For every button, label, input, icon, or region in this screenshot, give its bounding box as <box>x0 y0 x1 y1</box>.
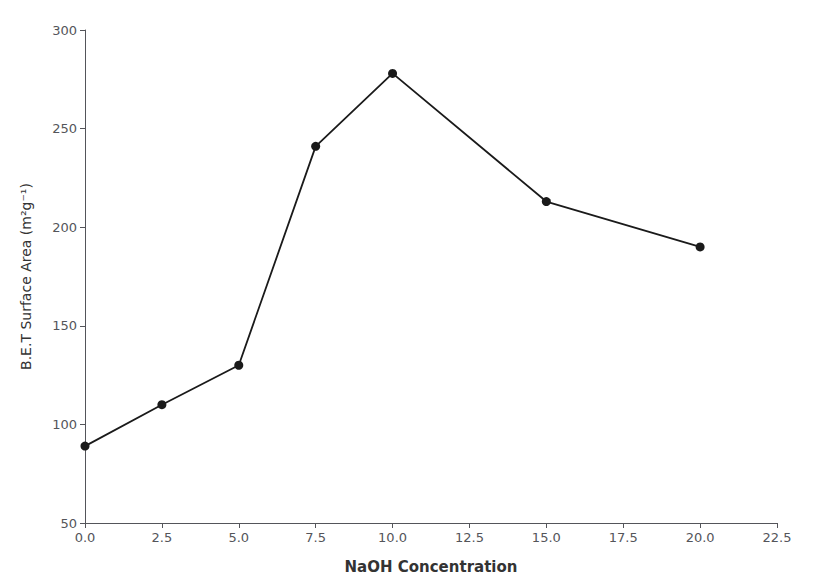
svg-text:300: 300 <box>52 23 77 38</box>
svg-text:250: 250 <box>52 121 77 136</box>
svg-text:NaOH Concentration: NaOH Concentration <box>345 558 518 576</box>
svg-text:2.5: 2.5 <box>152 530 173 545</box>
svg-text:150: 150 <box>52 318 77 333</box>
svg-text:7.5: 7.5 <box>305 530 326 545</box>
svg-text:100: 100 <box>52 417 77 432</box>
svg-text:5.0: 5.0 <box>228 530 249 545</box>
svg-text:22.5: 22.5 <box>763 530 792 545</box>
svg-text:0.0: 0.0 <box>75 530 96 545</box>
svg-text:10.0: 10.0 <box>378 530 407 545</box>
svg-text:12.5: 12.5 <box>455 530 484 545</box>
svg-text:200: 200 <box>52 220 77 235</box>
svg-text:50: 50 <box>60 516 77 531</box>
svg-text:15.0: 15.0 <box>532 530 561 545</box>
svg-text:17.5: 17.5 <box>609 530 638 545</box>
svg-text:20.0: 20.0 <box>686 530 715 545</box>
svg-text:B.E.T Surface Area (m²g⁻¹): B.E.T Surface Area (m²g⁻¹) <box>18 183 34 370</box>
